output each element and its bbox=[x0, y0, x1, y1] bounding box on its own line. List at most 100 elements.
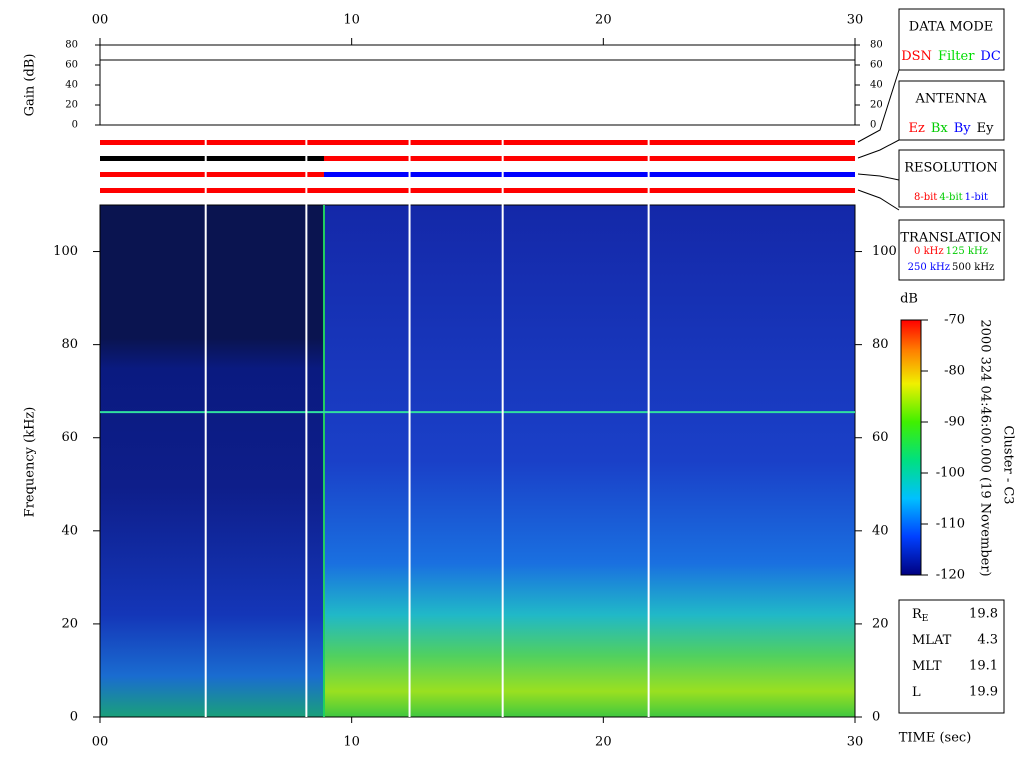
legend-item: 8-bit bbox=[914, 192, 937, 203]
status-bar bbox=[100, 140, 855, 145]
legend-item: Bx bbox=[931, 121, 949, 136]
status-bar bbox=[100, 188, 855, 193]
colorbar-label: dB bbox=[900, 292, 918, 307]
gain-frame bbox=[99, 44, 856, 126]
info-value: 19.1 bbox=[969, 659, 998, 674]
colorbar-tick-label: -90 bbox=[944, 415, 965, 430]
legend-item: 250 kHz bbox=[908, 262, 950, 273]
info-label-text: MLT bbox=[912, 659, 942, 674]
info-label-sub: E bbox=[922, 614, 929, 624]
legend-item: 125 kHz bbox=[946, 246, 988, 257]
legend-title: RESOLUTION bbox=[904, 161, 998, 176]
legend-item: 0 kHz bbox=[914, 246, 944, 257]
legend-item: DC bbox=[980, 49, 1000, 64]
legend-item: By bbox=[954, 121, 972, 136]
info-label: RE bbox=[912, 607, 928, 624]
y-tick-label: 60 bbox=[870, 60, 883, 71]
legend-title: ANTENNA bbox=[914, 92, 987, 107]
x-tick-label: 10 bbox=[343, 735, 360, 750]
status-bar bbox=[100, 156, 324, 161]
y-tick-label: 0 bbox=[872, 710, 880, 725]
status-bar bbox=[323, 172, 855, 177]
caption-date: 2000 324 04:46:00.000 (19 November) bbox=[978, 319, 993, 576]
x-tick-label: 30 bbox=[847, 13, 864, 28]
info-label-text: R bbox=[912, 607, 923, 622]
x-tick-label: 20 bbox=[595, 13, 612, 28]
legend-box bbox=[898, 219, 1005, 281]
legend-item: 500 kHz bbox=[952, 262, 994, 273]
x-tick-label: 10 bbox=[343, 13, 360, 28]
y-tick-label: 80 bbox=[61, 337, 78, 352]
legend-item: DSN bbox=[901, 49, 932, 64]
colorbar-tick-label: -80 bbox=[944, 364, 965, 379]
legend-item: 4-bit bbox=[939, 192, 962, 203]
legend-row: 8-bit 4-bit 1-bit bbox=[914, 192, 988, 203]
info-label-text: L bbox=[912, 685, 921, 700]
colorbar-tick-label: -120 bbox=[936, 568, 965, 583]
x-axis-label: TIME (sec) bbox=[899, 731, 972, 746]
legend-title: DATA MODE bbox=[909, 20, 993, 35]
legend-item: 1-bit bbox=[965, 192, 988, 203]
y-tick-label: 20 bbox=[870, 100, 883, 111]
info-label: MLT bbox=[912, 659, 942, 674]
spectrogram-region bbox=[100, 205, 324, 717]
y-tick-label: 0 bbox=[72, 120, 78, 131]
connector bbox=[857, 139, 900, 159]
y-tick-label: 80 bbox=[870, 40, 883, 51]
legend-row: Ez Bx By Ey bbox=[909, 121, 995, 136]
legend-box bbox=[898, 8, 1005, 71]
legend-item: Ez bbox=[909, 121, 925, 136]
y-axis-label: Frequency (kHz) bbox=[23, 407, 38, 518]
y-tick-label: 40 bbox=[870, 80, 883, 91]
legend-item: Ey bbox=[977, 121, 994, 136]
y-tick-label: 0 bbox=[870, 120, 876, 131]
y-tick-label: 20 bbox=[872, 616, 889, 631]
colorbar-tick-label: -100 bbox=[936, 466, 965, 481]
legend-row: DSN Filter DC bbox=[901, 49, 1001, 64]
info-label-text: MLAT bbox=[912, 633, 952, 648]
x-tick-label: 00 bbox=[92, 735, 109, 750]
gain-axis-label: Gain (dB) bbox=[23, 54, 38, 117]
connector bbox=[857, 189, 900, 211]
y-tick-label: 80 bbox=[872, 337, 889, 352]
info-value: 4.3 bbox=[977, 633, 998, 648]
info-value: 19.8 bbox=[969, 607, 998, 622]
legend-item: Filter bbox=[938, 49, 975, 64]
connector bbox=[857, 173, 900, 181]
caption-spacecraft: Cluster - C3 bbox=[1001, 425, 1016, 504]
y-tick-label: 40 bbox=[65, 80, 78, 91]
info-label: L bbox=[912, 685, 921, 700]
plot-frame bbox=[99, 204, 856, 718]
colorbar-tick-label: -110 bbox=[936, 517, 965, 532]
status-bar bbox=[323, 156, 855, 161]
y-tick-label: 20 bbox=[61, 616, 78, 631]
spectrogram-region bbox=[323, 205, 855, 717]
y-tick-label: 100 bbox=[872, 244, 897, 259]
y-tick-label: 60 bbox=[65, 60, 78, 71]
colorbar-tick-label: -70 bbox=[944, 313, 965, 328]
y-tick-label: 20 bbox=[65, 100, 78, 111]
connector bbox=[857, 69, 900, 143]
background-layer bbox=[100, 205, 855, 717]
info-box bbox=[898, 599, 1005, 714]
y-tick-label: 40 bbox=[61, 523, 78, 538]
info-label: MLAT bbox=[912, 633, 952, 648]
y-tick-label: 80 bbox=[65, 40, 78, 51]
y-tick-label: 40 bbox=[872, 523, 889, 538]
info-value: 19.9 bbox=[969, 685, 998, 700]
x-tick-label: 30 bbox=[847, 735, 864, 750]
y-tick-label: 0 bbox=[70, 710, 78, 725]
y-tick-label: 60 bbox=[872, 430, 889, 445]
y-tick-label: 60 bbox=[61, 430, 78, 445]
legend-row: 0 kHz 125 kHz bbox=[914, 246, 988, 257]
y-tick-label: 100 bbox=[53, 244, 78, 259]
legend-box bbox=[898, 149, 1005, 208]
legend-title: TRANSLATION bbox=[900, 231, 1001, 246]
colorbar bbox=[900, 319, 922, 576]
legend-row: 250 kHz 500 kHz bbox=[908, 262, 995, 273]
status-bar bbox=[100, 172, 324, 177]
legend-box bbox=[898, 80, 1005, 141]
x-tick-label: 00 bbox=[92, 13, 109, 28]
x-tick-label: 20 bbox=[595, 735, 612, 750]
